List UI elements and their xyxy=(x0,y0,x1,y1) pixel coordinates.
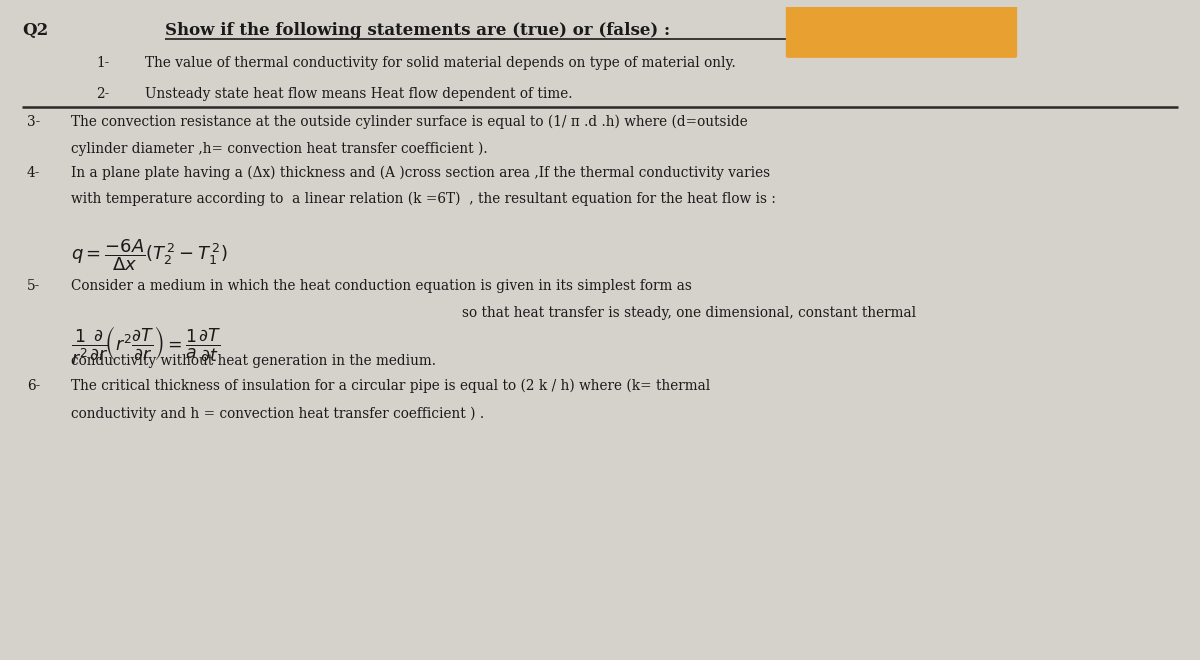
Text: $\dfrac{1}{r^{2}}\dfrac{\partial}{\partial r}\!\left(r^{2}\dfrac{\partial T}{\pa: $\dfrac{1}{r^{2}}\dfrac{\partial}{\parti… xyxy=(71,325,222,367)
Text: Q2: Q2 xyxy=(22,22,48,39)
Text: 2-: 2- xyxy=(96,87,109,101)
Text: conductivity without heat generation in the medium.: conductivity without heat generation in … xyxy=(71,354,436,368)
Text: In a plane plate having a (Δx) thickness and (A )cross section area ,If the ther: In a plane plate having a (Δx) thickness… xyxy=(71,166,770,180)
Text: 1-: 1- xyxy=(96,56,109,70)
FancyBboxPatch shape xyxy=(786,3,1018,58)
Text: 3-: 3- xyxy=(26,115,40,129)
Text: so that heat transfer is steady, one dimensional, constant thermal: so that heat transfer is steady, one dim… xyxy=(462,306,916,319)
Text: conductivity and h = convection heat transfer coefficient ) .: conductivity and h = convection heat tra… xyxy=(71,407,485,420)
Text: The value of thermal conductivity for solid material depends on type of material: The value of thermal conductivity for so… xyxy=(145,56,736,70)
Text: The convection resistance at the outside cylinder surface is equal to (1/ π .d .: The convection resistance at the outside… xyxy=(71,115,748,129)
Text: cylinder diameter ,h= convection heat transfer coefficient ).: cylinder diameter ,h= convection heat tr… xyxy=(71,142,488,156)
Text: 6-: 6- xyxy=(26,379,40,393)
Text: Show if the following statements are (true) or (false) :: Show if the following statements are (tr… xyxy=(166,22,671,39)
Text: The critical thickness of insulation for a circular pipe is equal to (2 k / h) w: The critical thickness of insulation for… xyxy=(71,379,710,393)
Text: Unsteady state heat flow means Heat flow dependent of time.: Unsteady state heat flow means Heat flow… xyxy=(145,87,572,101)
Text: 4-: 4- xyxy=(26,166,40,180)
Text: $q=\dfrac{-6A}{\Delta x}(T_{2}^{\,2}-T_{1}^{\,2})$: $q=\dfrac{-6A}{\Delta x}(T_{2}^{\,2}-T_{… xyxy=(71,237,228,273)
Text: Consider a medium in which the heat conduction equation is given in its simplest: Consider a medium in which the heat cond… xyxy=(71,279,692,293)
Text: with temperature according to  a linear relation (k =6T)  , the resultant equati: with temperature according to a linear r… xyxy=(71,192,776,207)
Text: 5-: 5- xyxy=(26,279,40,293)
